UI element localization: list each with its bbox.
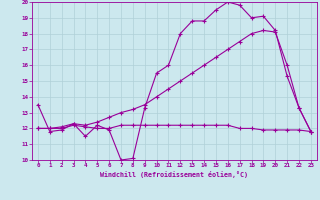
X-axis label: Windchill (Refroidissement éolien,°C): Windchill (Refroidissement éolien,°C) xyxy=(100,171,248,178)
